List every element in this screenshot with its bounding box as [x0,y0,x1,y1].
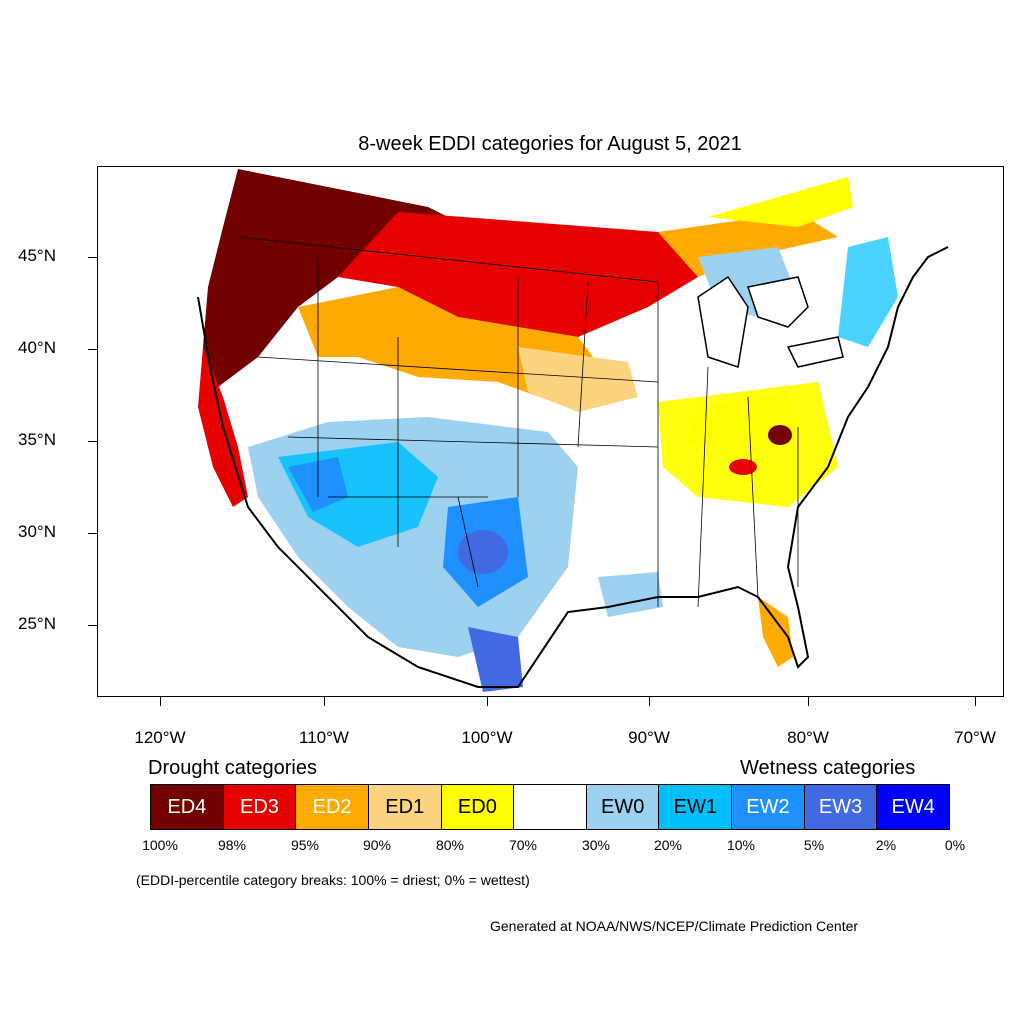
lat-tick [88,257,97,258]
lon-tick [324,697,325,706]
percent-break: 5% [803,837,825,853]
percent-break: 80% [435,837,465,853]
percent-break: 90% [362,837,392,853]
legend-label: EW2 [746,795,790,818]
map-frame [97,166,1004,697]
drought-categories-title: Drought categories [148,757,317,779]
lon-label-120w: 120°W [134,728,186,747]
lon-tick [487,697,488,706]
lat-tick [88,533,97,534]
percent-break: 2% [875,837,897,853]
legend-cell-ew2: EW2 [732,785,805,829]
lon-label-70w: 70°W [954,728,996,747]
region-ed0-kentucky [658,382,838,507]
lat-label-35: 35°N [18,430,56,449]
legend-cell-ed2: ED2 [296,785,369,829]
wetness-categories-title: Wetness categories [740,757,916,779]
state-borders [237,236,799,608]
lon-tick [975,697,976,706]
legend-label: ED2 [312,795,352,818]
legend-cell-ed4: ED4 [151,785,224,829]
credit-line: Generated at NOAA/NWS/NCEP/Climate Predi… [490,918,859,934]
region-ed4-virginia [768,425,792,445]
percent-break: 98% [217,837,247,853]
great-lakes [697,275,844,368]
lon-tick [649,697,650,706]
legend-label: ED0 [457,795,497,818]
map-title: 8-week EDDI categories for August 5, 202… [358,133,742,155]
region-ed3-virginia [729,459,757,475]
legend-cell-ed3: ED3 [223,785,297,829]
lat-label-25: 25°N [18,614,56,633]
region-ew0-southwest [248,417,578,657]
legend-label: EW1 [673,795,717,818]
eddi-map [197,169,949,692]
lat-tick [88,349,97,350]
lon-label-80w: 80°W [787,728,829,747]
lat-tick [88,625,97,626]
lon-label-100w: 100°W [461,728,513,747]
legend-cell-ew4: EW4 [877,785,950,829]
legend-cell-ed1: ED1 [368,785,442,829]
legend-label: EW4 [891,795,935,818]
category-note: (EDDI-percentile category breaks: 100% =… [136,872,530,888]
lat-label-30: 30°N [18,522,56,541]
coastline [197,246,949,688]
lat-label-45: 45°N [18,246,56,265]
region-ew1-gulf [598,572,663,617]
lon-label-90w: 90°W [628,728,670,747]
region-ed2-florida [758,597,793,667]
region-ew1-northeast [838,237,898,347]
legend-label: EW0 [600,795,645,818]
percent-break: 30% [581,837,611,853]
legend-label: ED3 [240,795,279,818]
legend-cell-ew0: EW0 [586,785,660,829]
percent-break: 100% [142,837,178,853]
legend-label: ED4 [167,795,207,818]
region-ed0-northeast [708,177,853,227]
legend-cell-ew1: EW1 [659,785,733,829]
lat-label-40: 40°N [18,338,56,357]
legend-cell-normal [514,785,587,829]
percent-break: 70% [508,837,538,853]
legend-label: ED1 [385,795,425,818]
legend-cell-ew3: EW3 [804,785,878,829]
lon-tick [160,697,161,706]
lon-tick [808,697,809,706]
legend-label: EW3 [818,795,863,818]
region-ew3-texas [458,530,508,574]
legend-cell-ed0: ED0 [441,785,515,829]
lon-label-110w: 110°W [299,728,349,747]
region-ed3-north [338,212,698,337]
percent-break: 10% [726,837,756,853]
region-ed1-central [518,347,638,412]
percent-break: 0% [944,837,966,853]
percent-break: 95% [290,837,320,853]
region-ew3-texas-coast [468,627,523,692]
percent-break: 20% [653,837,683,853]
legend-colorbar: ED4 ED3 ED2 ED1 ED0 EW0 EW1 EW2 EW3 EW4 [150,784,950,830]
lat-tick [88,441,97,442]
